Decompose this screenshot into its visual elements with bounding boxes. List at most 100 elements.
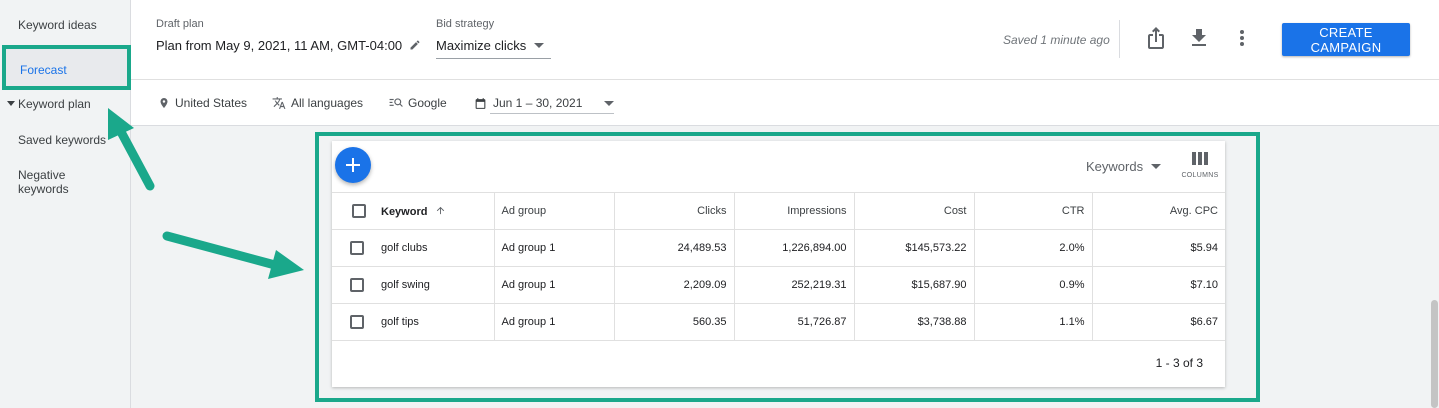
add-keyword-button[interactable] (335, 147, 371, 183)
sidebar-item-keyword-plan-label: Keyword plan (18, 97, 91, 111)
clicks-cell: 2,209.09 (613, 266, 734, 304)
plan-header: Draft plan Plan from May 9, 2021, 11 AM,… (131, 0, 1439, 80)
columns-icon (1192, 152, 1208, 165)
sidebar-item-negative-keywords[interactable]: Negative keywords (18, 168, 69, 196)
edit-pencil-icon[interactable] (409, 39, 421, 51)
impressions-cell: 1,226,894.00 (733, 229, 854, 267)
expand-triangle-icon (7, 101, 15, 106)
draft-plan-name[interactable]: Plan from May 9, 2021, 11 AM, GMT-04:00 (156, 38, 421, 53)
view-select-dropdown[interactable]: Keywords (1086, 159, 1162, 174)
more-options-button[interactable] (1230, 26, 1254, 50)
download-icon (1192, 29, 1206, 46)
row-checkbox-cell (332, 266, 374, 304)
table-row: golf swing Ad group 1 2,209.09 252,219.3… (332, 266, 1225, 304)
filter-bar: United States All languages Google Jun 1… (131, 80, 1439, 126)
keyword-column-header[interactable]: Keyword (374, 192, 494, 230)
ad-group-cell: Ad group 1 (493, 303, 614, 341)
draft-plan-value: Plan from May 9, 2021, 11 AM, GMT-04:00 (156, 38, 403, 53)
download-button[interactable] (1187, 26, 1211, 50)
clicks-cell: 24,489.53 (613, 229, 734, 267)
ad-group-cell: Ad group 1 (493, 229, 614, 267)
date-underline (490, 113, 614, 114)
ctr-column-header[interactable]: CTR (973, 192, 1092, 230)
select-all-checkbox[interactable] (351, 204, 366, 218)
avg-cpc-cell: $7.10 (1091, 266, 1225, 304)
sidebar: Keyword ideas Forecast Keyword plan Save… (0, 0, 131, 408)
bid-strategy-dropdown[interactable]: Maximize clicks (436, 38, 545, 53)
date-range-label: Jun 1 – 30, 2021 (493, 96, 583, 110)
row-checkbox[interactable] (350, 315, 364, 330)
clicks-column-header[interactable]: Clicks (613, 192, 734, 230)
avg-cpc-cell: $6.67 (1091, 303, 1225, 341)
chevron-down-icon (534, 43, 545, 48)
row-checkbox-cell (332, 229, 374, 267)
chevron-down-icon (604, 100, 615, 106)
impressions-cell: 51,726.87 (733, 303, 854, 341)
cost-cell: $145,573.22 (853, 229, 974, 267)
scrollbar-thumb[interactable] (1431, 300, 1438, 408)
keyword-cell: golf swing (374, 266, 494, 304)
pagination-label: 1 - 3 of 3 (1155, 356, 1203, 370)
create-campaign-button[interactable]: CREATE CAMPAIGN (1282, 23, 1410, 56)
view-select-value: Keywords (1086, 159, 1144, 174)
table-header-row: Keyword Ad group Clicks Impressions Cost… (332, 192, 1225, 230)
bid-underline (436, 58, 551, 59)
sidebar-item-keyword-ideas[interactable]: Keyword ideas (18, 18, 97, 32)
network-filter[interactable]: Google (389, 96, 447, 110)
cost-cell: $15,687.90 (853, 266, 974, 304)
more-vert-icon (1240, 30, 1244, 46)
date-range-filter[interactable]: Jun 1 – 30, 2021 (474, 96, 615, 110)
keyword-cell: golf clubs (374, 229, 494, 267)
table-bottom-border (332, 340, 1225, 341)
cost-cell: $3,738.88 (853, 303, 974, 341)
bid-strategy-label: Bid strategy (436, 18, 495, 30)
select-all-checkbox-cell (332, 192, 374, 230)
arrow-to-table (162, 231, 304, 279)
row-checkbox-cell (332, 303, 374, 341)
location-filter[interactable]: United States (158, 96, 247, 110)
saved-status: Saved 1 minute ago (1003, 33, 1110, 47)
header-divider (1119, 20, 1120, 58)
calendar-icon (475, 97, 486, 109)
ad-group-cell: Ad group 1 (493, 266, 614, 304)
avg-cpc-cell: $5.94 (1091, 229, 1225, 267)
network-filter-label: Google (408, 96, 447, 110)
columns-label: COLUMNS (1181, 172, 1219, 179)
impressions-column-header[interactable]: Impressions (733, 192, 854, 230)
highlight-box (315, 132, 1260, 402)
row-checkbox[interactable] (350, 278, 364, 292)
location-pin-icon (160, 98, 168, 108)
clicks-cell: 560.35 (613, 303, 734, 341)
language-filter-label: All languages (291, 96, 364, 110)
share-icon (1148, 27, 1164, 49)
sort-arrow-up-icon (436, 206, 444, 214)
keyword-header-label: Keyword (381, 205, 428, 218)
forecast-table: Keyword Ad group Clicks Impressions Cost… (332, 192, 1225, 341)
ctr-cell: 1.1% (973, 303, 1092, 341)
table-row: golf tips Ad group 1 560.35 51,726.87 $3… (332, 303, 1225, 341)
draft-plan-label: Draft plan (156, 18, 204, 30)
forecast-card: Keywords COLUMNS Keyword Ad group Clicks… (332, 141, 1225, 387)
sidebar-item-forecast-label: Forecast (20, 63, 67, 77)
sidebar-item-keyword-plan[interactable]: Keyword plan (7, 97, 91, 111)
keyword-cell: golf tips (374, 303, 494, 341)
translate-icon (272, 97, 286, 109)
search-network-icon (389, 98, 403, 107)
sidebar-item-forecast[interactable]: Forecast (2, 45, 131, 90)
ad-group-column-header[interactable]: Ad group (493, 192, 614, 230)
bid-strategy-value: Maximize clicks (436, 38, 527, 53)
plus-icon (346, 158, 360, 172)
chevron-down-icon (1151, 164, 1162, 169)
share-button[interactable] (1144, 26, 1168, 50)
location-filter-label: United States (175, 96, 248, 110)
columns-button[interactable]: COLUMNS (1180, 152, 1220, 179)
scrollbar-track[interactable] (1429, 126, 1439, 408)
avg-cpc-column-header[interactable]: Avg. CPC (1091, 192, 1225, 230)
ctr-cell: 0.9% (973, 266, 1092, 304)
row-checkbox[interactable] (350, 241, 364, 255)
table-row: golf clubs Ad group 1 24,489.53 1,226,89… (332, 229, 1225, 267)
ctr-cell: 2.0% (973, 229, 1092, 267)
language-filter[interactable]: All languages (272, 96, 363, 110)
cost-column-header[interactable]: Cost (853, 192, 974, 230)
sidebar-item-saved-keywords[interactable]: Saved keywords (18, 133, 107, 147)
